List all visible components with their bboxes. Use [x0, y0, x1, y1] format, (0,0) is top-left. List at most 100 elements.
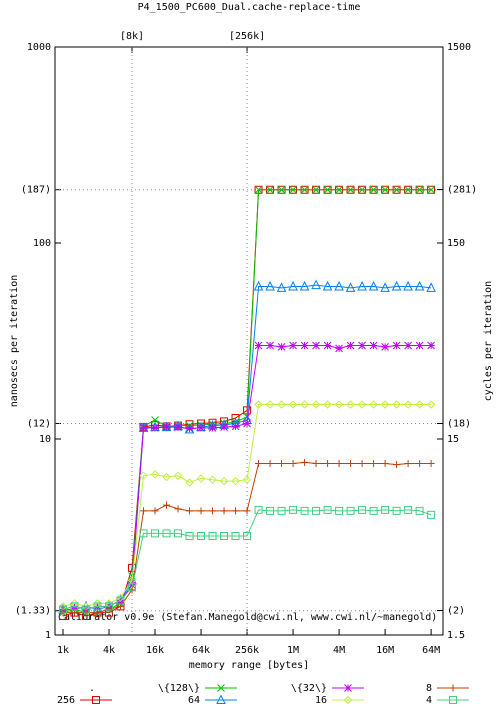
data-point: [243, 507, 251, 515]
legend-marker: [216, 694, 226, 704]
data-point: [369, 185, 378, 194]
data-point: [278, 459, 286, 467]
data-point: [151, 416, 159, 424]
legend-label: \{128\}: [158, 683, 200, 694]
x-axis-label: memory range [bytes]: [189, 660, 309, 671]
legend-label: 64: [188, 695, 200, 706]
legend-marker: [92, 696, 100, 704]
data-point: [368, 280, 379, 291]
data-point: [358, 185, 367, 194]
data-point: [380, 282, 390, 292]
data-point: [403, 280, 413, 291]
data-point: [266, 506, 275, 515]
data-point: [162, 423, 171, 431]
data-point: [254, 400, 263, 409]
y-tick-label: (12): [27, 418, 51, 429]
data-point: [300, 506, 309, 515]
data-point: [105, 602, 114, 611]
data-point: [300, 185, 309, 194]
data-point: [323, 185, 332, 194]
data-point: [139, 423, 148, 432]
data-point: [162, 472, 171, 482]
data-point: [151, 507, 159, 515]
data-point: [381, 343, 389, 351]
data-point: [151, 423, 159, 432]
x-tick-label: 16k: [146, 645, 164, 656]
y2-tick-label: 1500: [447, 42, 471, 53]
data-point: [81, 605, 90, 614]
x-tick-label: 64M: [422, 645, 440, 656]
data-point: [185, 424, 194, 433]
data-point: [404, 185, 412, 194]
data-point: [381, 459, 389, 467]
data-point: [173, 471, 183, 480]
data-point: [311, 279, 321, 290]
data-point: [197, 507, 205, 515]
data-point: [346, 185, 355, 194]
x2-tick-label: [8k]: [120, 31, 144, 42]
data-point: [323, 505, 332, 514]
data-point: [414, 280, 425, 291]
data-point: [300, 185, 309, 194]
y-tick-label: (187): [21, 185, 51, 196]
data-point: [415, 185, 424, 194]
x-tick-label: 4M: [333, 645, 345, 656]
data-point: [392, 185, 401, 194]
data-point: [346, 185, 355, 194]
data-point: [253, 280, 264, 291]
data-point: [220, 507, 228, 515]
x-tick-label: 1k: [57, 645, 69, 656]
data-point: [323, 341, 332, 350]
data-point: [358, 505, 367, 514]
data-point: [266, 185, 275, 194]
data-point: [312, 185, 321, 194]
data-point: [404, 341, 412, 350]
data-point: [93, 602, 102, 611]
data-point: [415, 506, 424, 515]
data-point: [392, 400, 401, 409]
y-tick-label: 1000: [27, 42, 51, 53]
legend-label: 16: [315, 695, 327, 706]
data-point: [231, 531, 240, 540]
annotation: Calibrator v0.9e (Stefan.Manegold@cwi.nl…: [58, 612, 437, 623]
data-point: [208, 475, 217, 484]
x-tick-label: 256k: [235, 645, 259, 656]
data-point: [357, 400, 367, 409]
legend-marker: [449, 696, 457, 704]
data-point: [254, 185, 263, 194]
data-point: [358, 341, 366, 350]
data-point: [128, 583, 137, 592]
y-tick-label: 10: [39, 434, 51, 445]
data-point: [301, 458, 309, 466]
legend-marker: [344, 684, 352, 692]
data-point: [288, 280, 298, 291]
x2-tick-label: [256k]: [229, 31, 265, 42]
data-point: [208, 531, 217, 540]
data-point: [231, 422, 240, 431]
data-point: [266, 459, 274, 467]
data-point: [277, 400, 286, 409]
data-point: [403, 400, 413, 409]
data-point: [300, 400, 309, 409]
data-point: [58, 605, 67, 614]
data-point: [163, 501, 171, 509]
data-point: [427, 341, 435, 350]
data-point: [347, 459, 355, 467]
data-point: [186, 507, 194, 515]
data-point: [197, 423, 205, 432]
data-point: [335, 506, 344, 515]
data-point: [289, 185, 298, 194]
data-point: [312, 185, 320, 194]
data-point: [369, 400, 378, 409]
data-point: [254, 505, 263, 514]
data-point: [404, 185, 413, 194]
x-tick-label: 4k: [103, 645, 115, 656]
y2-tick-label: 1.5: [447, 630, 465, 641]
x-tick-label: 16M: [376, 645, 394, 656]
data-point: [232, 507, 240, 515]
data-point: [358, 185, 366, 194]
y2-tick-label: (281): [447, 185, 477, 196]
data-point: [70, 602, 79, 611]
legend-label: \{32\}: [291, 683, 327, 694]
